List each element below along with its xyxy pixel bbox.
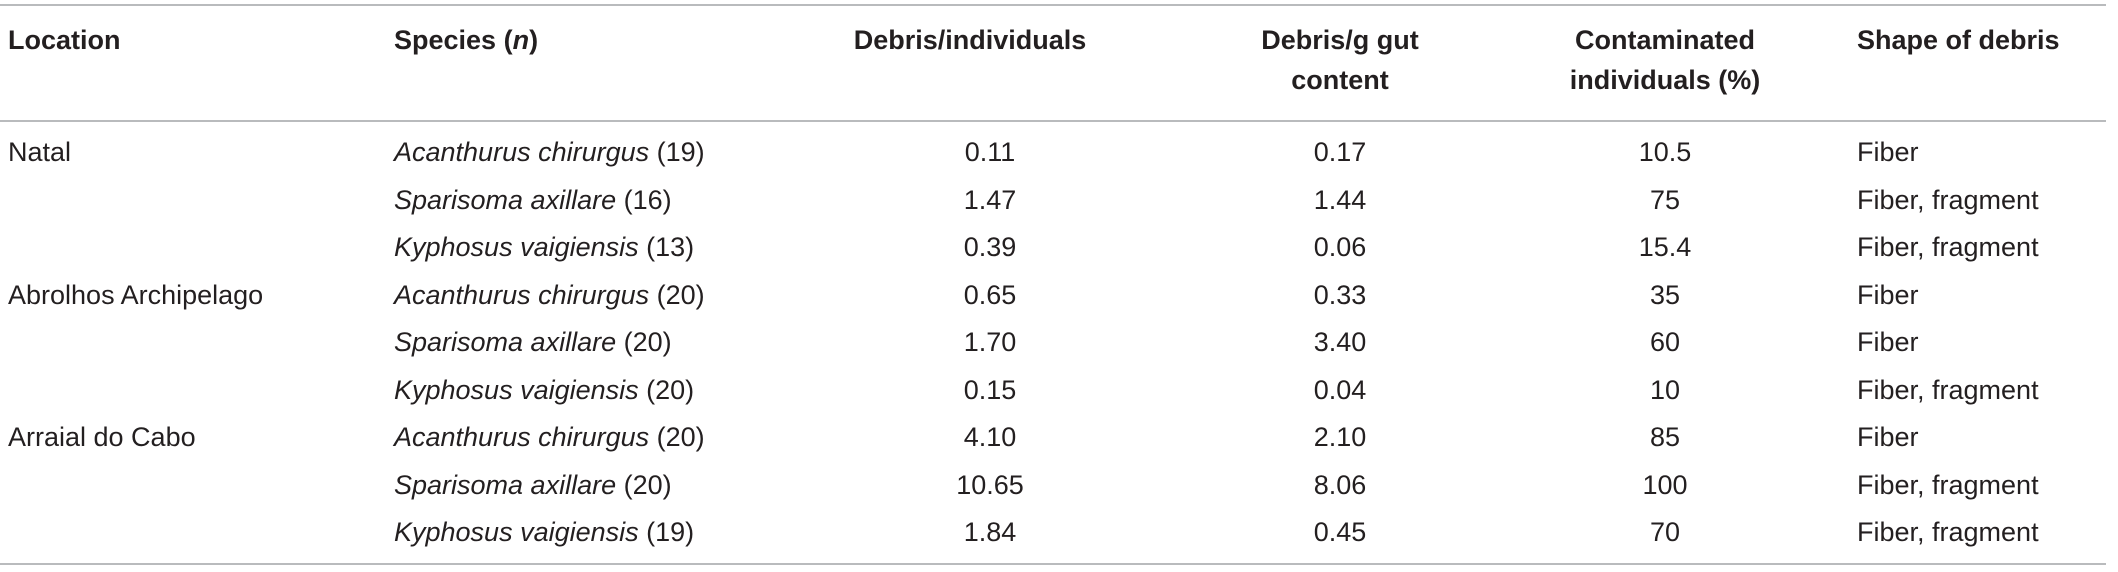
species-count: (20) [649, 279, 705, 310]
header-contaminated-line2: individuals (%) [1569, 65, 1761, 95]
shape-cell: Fiber, fragment [1857, 517, 2039, 547]
debris-individuals-cell: 0.65 [963, 279, 1017, 310]
debris-gut-cell: 1.44 [1313, 184, 1367, 215]
header-species-suffix: ) [529, 25, 539, 55]
contaminated-cell: 10 [1649, 374, 1681, 405]
location-cell: Arraial do Cabo [8, 422, 196, 452]
shape-cell: Fiber [1857, 279, 1919, 310]
location-cell: Natal [8, 137, 72, 167]
header-rule [0, 120, 2106, 122]
debris-individuals-cell: 1.70 [963, 327, 1017, 357]
header-debris-gut-line2: content [1291, 65, 1389, 95]
species-count: (20) [638, 374, 695, 405]
debris-gut-cell: 2.10 [1313, 422, 1367, 452]
debris-individuals-cell: 0.11 [964, 137, 1016, 167]
header-contaminated-line1: Contaminated [1574, 25, 1755, 55]
species-cell: Sparisoma axillare (20) [394, 465, 672, 505]
debris-individuals-cell: 1.47 [963, 184, 1017, 215]
species-cell: Acanthurus chirurgus (20) [394, 417, 705, 457]
contaminated-cell: 70 [1649, 517, 1681, 547]
species-count: (20) [649, 422, 705, 452]
header-location: Location [8, 25, 121, 55]
species-name: Sparisoma axillare [394, 184, 617, 215]
species-count: (20) [616, 327, 672, 357]
contaminated-cell: 60 [1649, 327, 1681, 357]
shape-cell: Fiber, fragment [1857, 374, 2039, 405]
shape-cell: Fiber [1857, 137, 1919, 167]
contaminated-cell: 35 [1649, 279, 1681, 310]
debris-gut-cell: 8.06 [1313, 469, 1367, 500]
species-cell: Acanthurus chirurgus (20) [394, 275, 705, 315]
shape-cell: Fiber, fragment [1857, 232, 2039, 262]
species-cell: Kyphosus vaigiensis (13) [394, 227, 694, 267]
contaminated-cell: 85 [1649, 422, 1681, 452]
header-species: Species (n) [394, 20, 538, 60]
shape-cell: Fiber [1857, 327, 1919, 357]
contaminated-cell: 100 [1642, 469, 1688, 500]
species-count: (13) [638, 232, 695, 262]
contaminated-cell: 10.5 [1638, 137, 1692, 167]
bottom-rule [0, 563, 2106, 565]
species-name: Acanthurus chirurgus [394, 137, 650, 167]
shape-cell: Fiber, fragment [1857, 469, 2039, 500]
species-cell: Acanthurus chirurgus (19) [394, 132, 705, 172]
header-species-n: n [512, 25, 530, 55]
species-count: (20) [616, 469, 672, 500]
debris-gut-cell: 0.06 [1313, 232, 1367, 262]
header-species-prefix: Species ( [394, 25, 513, 55]
debris-gut-cell: 0.17 [1313, 137, 1367, 167]
debris-gut-cell: 0.45 [1313, 517, 1367, 547]
debris-individuals-cell: 10.65 [956, 469, 1024, 500]
debris-gut-cell: 0.04 [1313, 374, 1367, 405]
header-debris-gut-line1: Debris/g gut [1261, 25, 1419, 55]
debris-gut-cell: 3.40 [1313, 327, 1367, 357]
location-cell: Abrolhos Archipelago [8, 279, 264, 310]
shape-cell: Fiber, fragment [1857, 184, 2039, 215]
top-rule [0, 4, 2106, 6]
header-debris-individuals: Debris/individuals [853, 25, 1087, 55]
contaminated-cell: 75 [1649, 184, 1681, 215]
species-name: Acanthurus chirurgus [394, 422, 650, 452]
debris-gut-cell: 0.33 [1313, 279, 1367, 310]
species-name: Sparisoma axillare [394, 469, 617, 500]
species-name: Kyphosus vaigiensis [394, 374, 639, 405]
debris-individuals-cell: 0.39 [963, 232, 1017, 262]
species-name: Acanthurus chirurgus [394, 279, 650, 310]
contaminated-cell: 15.4 [1638, 232, 1692, 262]
species-name: Sparisoma axillare [394, 327, 617, 357]
species-name: Kyphosus vaigiensis [394, 517, 639, 547]
species-cell: Sparisoma axillare (20) [394, 322, 672, 362]
species-cell: Kyphosus vaigiensis (19) [394, 512, 694, 552]
debris-individuals-cell: 0.15 [963, 374, 1017, 405]
species-count: (19) [638, 517, 695, 547]
species-name: Kyphosus vaigiensis [394, 232, 639, 262]
debris-individuals-cell: 4.10 [963, 422, 1017, 452]
debris-individuals-cell: 1.84 [963, 517, 1017, 547]
species-cell: Kyphosus vaigiensis (20) [394, 370, 694, 410]
species-count: (19) [649, 137, 705, 167]
shape-cell: Fiber [1857, 422, 1919, 452]
species-count: (16) [616, 184, 672, 215]
header-shape: Shape of debris [1857, 25, 2060, 55]
species-cell: Sparisoma axillare (16) [394, 180, 672, 220]
